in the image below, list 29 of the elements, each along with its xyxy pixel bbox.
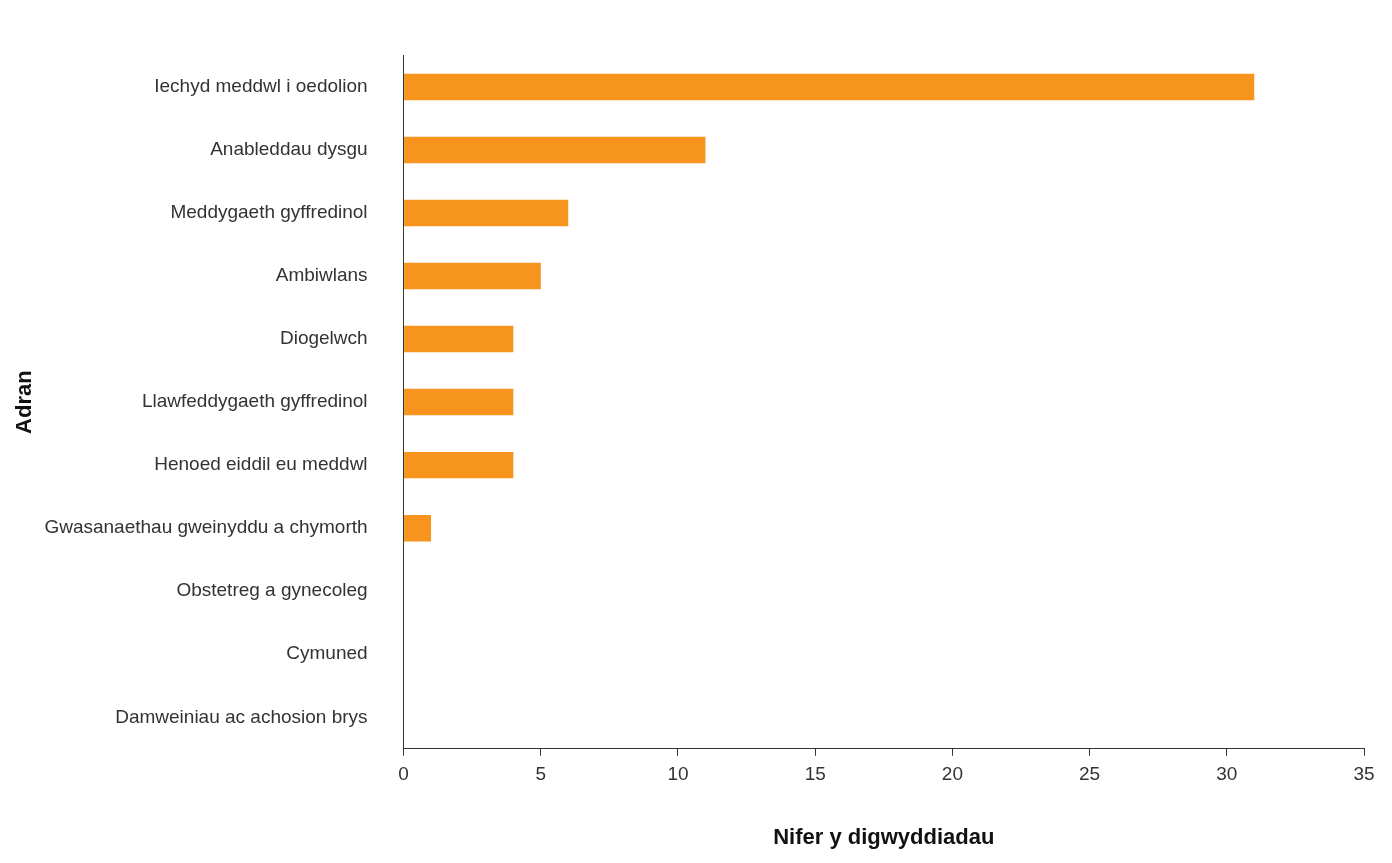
y-tick-label: Ambiwlans (275, 264, 368, 286)
y-tick-label: Damweiniau ac achosion brys (115, 705, 368, 727)
x-tick-label: 35 (1353, 763, 1375, 785)
x-axis-title: Nifer y digwyddiadau (773, 823, 995, 849)
y-tick-label: Iechyd meddwl i oedolion (154, 75, 368, 97)
y-tick-label: Gwasanaethau gweinyddu a chymorth (44, 516, 368, 538)
y-tick-label: Meddygaeth gyffredinol (170, 201, 368, 223)
x-tick-label: 10 (667, 763, 689, 785)
bar (404, 514, 432, 542)
bar (404, 262, 541, 290)
bar (404, 136, 706, 164)
bar (404, 388, 514, 416)
x-tick-label: 15 (804, 763, 826, 785)
x-tick-label: 0 (398, 763, 409, 785)
y-tick-label: Llawfeddygaeth gyffredinol (141, 390, 368, 412)
bar (404, 451, 514, 479)
x-tick-label: 30 (1216, 763, 1238, 785)
y-tick-label: Anableddau dysgu (210, 138, 368, 160)
x-tick-label: 20 (941, 763, 963, 785)
bar (404, 73, 1255, 101)
x-tick-label: 25 (1079, 763, 1101, 785)
y-tick-label: Henoed eiddil eu meddwl (154, 453, 368, 475)
bar (404, 199, 569, 227)
y-axis-title: Adran (11, 370, 37, 434)
x-tick-label: 5 (535, 763, 547, 785)
y-tick-label: Obstetreg a gynecoleg (176, 579, 368, 601)
y-tick-label: Diogelwch (279, 327, 368, 349)
y-tick-label: Cymuned (286, 642, 368, 664)
bar (404, 325, 514, 353)
